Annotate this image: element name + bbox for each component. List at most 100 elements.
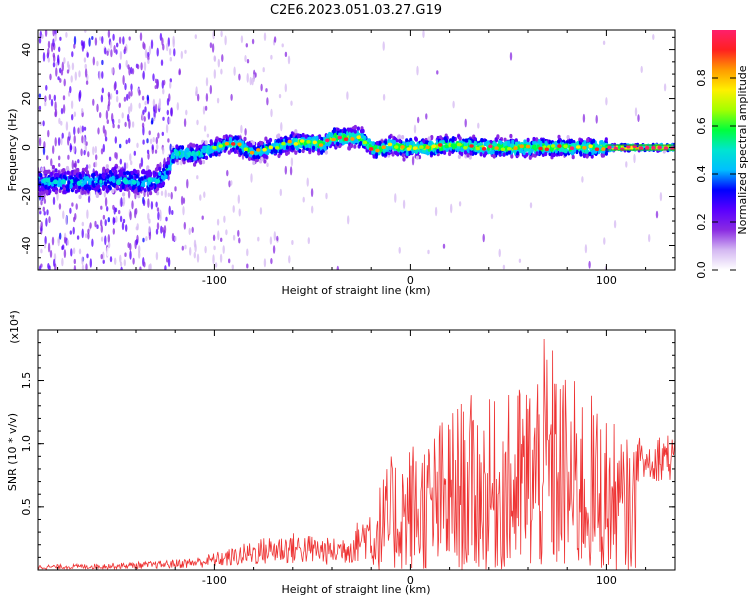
noise-mark bbox=[41, 34, 44, 39]
peak-mark bbox=[513, 146, 518, 150]
noise-mark bbox=[155, 137, 158, 145]
noise-mark bbox=[144, 48, 148, 59]
noise-mark bbox=[146, 149, 150, 154]
ridge-mark bbox=[301, 132, 305, 138]
noise-mark bbox=[217, 230, 220, 241]
noise-mark bbox=[273, 231, 276, 241]
ridge-mark bbox=[105, 168, 110, 173]
noise-mark bbox=[128, 118, 131, 129]
noise-mark bbox=[68, 131, 71, 137]
ridge-mark bbox=[102, 166, 106, 171]
noise-mark bbox=[482, 233, 485, 243]
noise-mark bbox=[146, 94, 149, 101]
ridge-mark bbox=[128, 185, 132, 190]
ridge-mark bbox=[591, 149, 595, 154]
noise-mark bbox=[231, 264, 234, 270]
noise-mark bbox=[55, 67, 58, 77]
noise-mark bbox=[105, 110, 109, 120]
ridge-mark bbox=[51, 164, 56, 170]
noise-mark bbox=[244, 55, 247, 62]
ridge-mark bbox=[579, 138, 584, 143]
noise-mark bbox=[162, 88, 165, 95]
noise-mark bbox=[61, 61, 64, 72]
peak-mark bbox=[550, 144, 556, 148]
noise-mark bbox=[167, 192, 170, 197]
noise-mark bbox=[160, 190, 164, 196]
noise-mark bbox=[204, 105, 208, 111]
ridge-mark bbox=[579, 152, 583, 157]
noise-mark bbox=[166, 256, 169, 263]
peak-mark bbox=[331, 137, 336, 142]
ridge-mark bbox=[114, 170, 118, 175]
ridge-mark bbox=[466, 153, 470, 158]
noise-mark bbox=[284, 83, 287, 93]
noise-mark bbox=[224, 35, 227, 46]
noise-mark bbox=[196, 253, 200, 263]
ridge-mark bbox=[81, 190, 85, 195]
noise-mark bbox=[161, 226, 164, 233]
noise-mark bbox=[663, 83, 667, 92]
noise-mark bbox=[49, 73, 52, 81]
noise-mark bbox=[48, 216, 51, 224]
noise-mark bbox=[121, 112, 124, 119]
noise-mark bbox=[152, 73, 155, 82]
noise-mark bbox=[655, 210, 659, 219]
ridge-mark bbox=[600, 153, 605, 158]
x-tick-label: 0 bbox=[407, 574, 414, 587]
noise-mark bbox=[270, 258, 273, 265]
noise-mark bbox=[157, 211, 160, 221]
noise-mark bbox=[225, 229, 228, 236]
noise-mark bbox=[166, 42, 169, 52]
noise-mark bbox=[59, 36, 62, 41]
noise-mark bbox=[117, 124, 120, 129]
noise-mark bbox=[191, 226, 194, 233]
peak-mark bbox=[318, 143, 324, 147]
ridge-mark bbox=[235, 136, 239, 141]
ridge-mark bbox=[375, 141, 379, 146]
noise-mark bbox=[180, 50, 183, 60]
noise-mark bbox=[46, 155, 49, 161]
noise-mark bbox=[104, 235, 107, 246]
noise-mark bbox=[150, 201, 154, 210]
noise-mark bbox=[233, 66, 236, 76]
noise-mark bbox=[66, 60, 70, 69]
noise-mark bbox=[244, 128, 247, 136]
ridge-mark bbox=[191, 150, 195, 156]
noise-mark bbox=[181, 245, 184, 251]
ridge-mark bbox=[530, 148, 534, 153]
ridge-mark bbox=[430, 135, 434, 140]
noise-mark bbox=[38, 265, 42, 270]
noise-mark bbox=[91, 36, 94, 40]
noise-mark bbox=[281, 43, 284, 48]
ridge-mark bbox=[360, 133, 364, 139]
peak-mark bbox=[375, 148, 380, 153]
snr-series-line bbox=[38, 338, 675, 570]
noise-mark bbox=[119, 261, 123, 267]
noise-mark bbox=[228, 258, 231, 264]
ridge-mark bbox=[343, 128, 347, 133]
ridge-mark bbox=[295, 146, 299, 151]
ridge-mark bbox=[347, 146, 351, 151]
noise-mark bbox=[52, 145, 55, 155]
noise-mark bbox=[174, 186, 177, 192]
ridge-mark bbox=[59, 174, 63, 179]
ridge-mark bbox=[582, 153, 587, 159]
ridge-mark bbox=[372, 154, 376, 159]
noise-mark bbox=[140, 157, 144, 168]
spectrogram-panel: -100 0 100 -40 -20 0 20 40 Height of straight l… bbox=[6, 29, 676, 297]
ridge-mark bbox=[51, 187, 56, 192]
noise-mark bbox=[126, 93, 129, 101]
noise-mark bbox=[171, 232, 175, 242]
noise-mark bbox=[203, 191, 206, 198]
ridge-mark bbox=[384, 151, 388, 157]
noise-mark bbox=[148, 218, 151, 224]
noise-mark bbox=[167, 138, 170, 143]
noise-mark bbox=[263, 32, 267, 41]
noise-mark bbox=[66, 69, 70, 74]
ridge-mark bbox=[480, 138, 484, 143]
ridge-mark bbox=[156, 186, 160, 191]
ridge-mark bbox=[263, 159, 267, 164]
noise-mark bbox=[490, 213, 494, 220]
noise-mark bbox=[108, 93, 111, 102]
noise-mark bbox=[223, 215, 226, 223]
